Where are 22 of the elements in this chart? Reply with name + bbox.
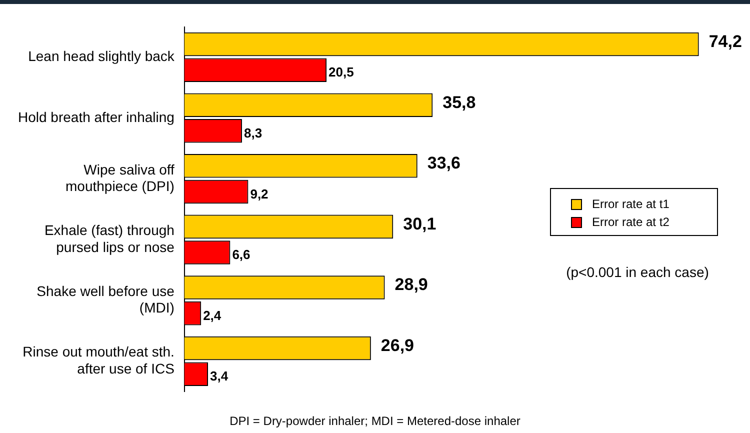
y-tick-label: Shake well before use (MDI) bbox=[36, 282, 175, 316]
data-label: 3,4 bbox=[210, 368, 229, 384]
text: DPI = Dry-powder inhaler; MDI = Metered-dose inhaler bbox=[228, 414, 522, 428]
y-tick-label: Exhale (fast) through pursed lips or nose bbox=[44, 222, 175, 255]
legend-label: Error rate at t1 bbox=[592, 197, 670, 211]
y-tick-label: Rinse out mouth/eat sth. after use of ICS bbox=[22, 344, 174, 376]
data-label: 28,9 bbox=[394, 275, 428, 294]
data-label: 74,2 bbox=[708, 32, 742, 51]
y-tick-label: Wipe saliva off mouthpiece (DPI) bbox=[65, 161, 175, 194]
y-tick-label: Hold breath after inhaling bbox=[18, 108, 174, 125]
data-label: 20,5 bbox=[328, 64, 354, 80]
annotation: (p<0.001 in each case) bbox=[565, 264, 710, 280]
data-label: 8,3 bbox=[244, 126, 262, 140]
data-label: 35,8 bbox=[442, 92, 476, 112]
data-label: 30,1 bbox=[403, 214, 436, 234]
data-label: 9,2 bbox=[250, 186, 268, 202]
data-label: 33,6 bbox=[427, 154, 460, 173]
data-label: 26,9 bbox=[380, 336, 414, 355]
y-tick-label: Lean head slightly back bbox=[28, 48, 176, 64]
data-label: 2,4 bbox=[203, 308, 222, 323]
legend-label: Error rate at t2 bbox=[592, 215, 670, 229]
data-label: 6,6 bbox=[232, 247, 250, 262]
